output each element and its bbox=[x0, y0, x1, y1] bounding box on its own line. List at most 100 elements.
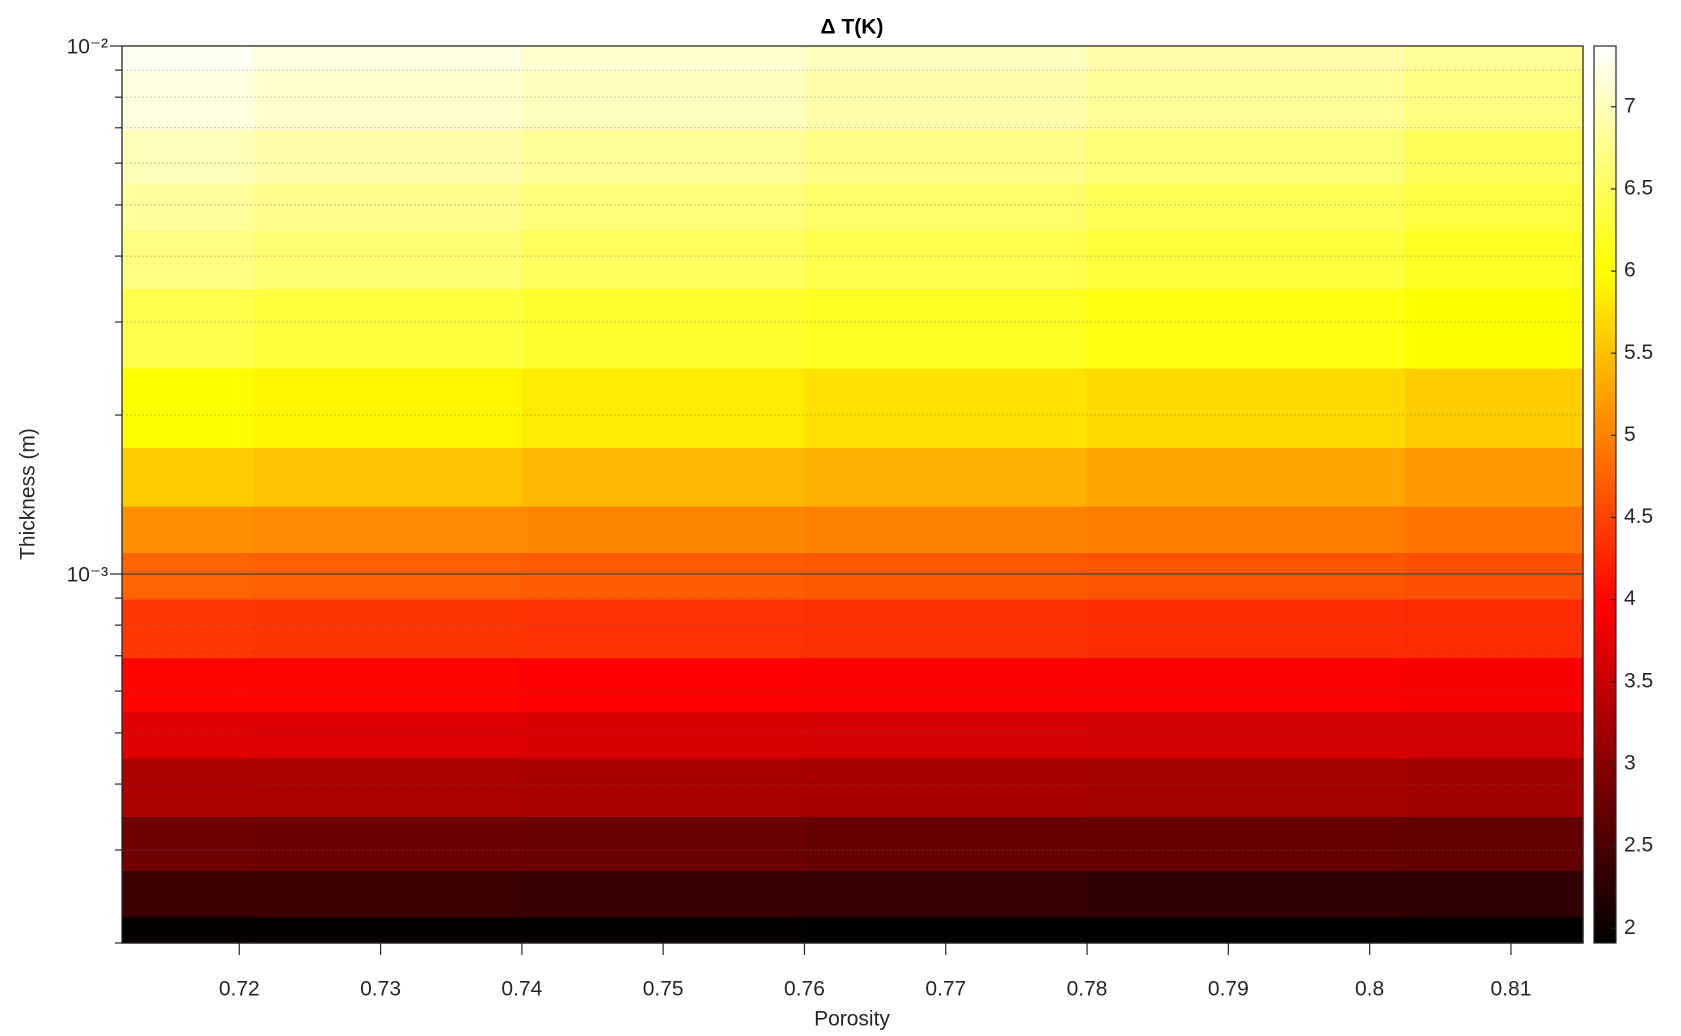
colorbar-segment bbox=[1594, 413, 1616, 419]
colorbar-segment bbox=[1594, 655, 1616, 661]
colorbar-segment bbox=[1594, 682, 1616, 688]
heatmap-cell bbox=[253, 506, 523, 554]
colorbar-segment bbox=[1594, 301, 1616, 307]
heatmap-cell bbox=[804, 368, 1088, 449]
colorbar-segment bbox=[1594, 211, 1616, 217]
colorbar-segment bbox=[1594, 63, 1616, 69]
heatmap-cell bbox=[122, 870, 255, 919]
x-tick-label: 0.73 bbox=[360, 978, 401, 1001]
colorbar-segment bbox=[1594, 68, 1616, 74]
colorbar-tick-label: 3 bbox=[1624, 751, 1636, 774]
colorbar-segment bbox=[1594, 494, 1616, 500]
colorbar-segment bbox=[1594, 606, 1616, 612]
heatmap-cell bbox=[521, 917, 806, 944]
colorbar-segment bbox=[1594, 77, 1616, 83]
x-tick-label: 0.77 bbox=[925, 978, 966, 1001]
colorbar-segment bbox=[1594, 803, 1616, 809]
heatmap-cell bbox=[521, 368, 806, 449]
heatmap-cell bbox=[122, 658, 255, 713]
heatmap-cell bbox=[1404, 46, 1584, 73]
colorbar-segment bbox=[1594, 431, 1616, 437]
colorbar-segment bbox=[1594, 830, 1616, 836]
heatmap-cell bbox=[804, 553, 1088, 601]
heatmap-cell bbox=[804, 711, 1088, 760]
colorbar-segment bbox=[1594, 265, 1616, 271]
heatmap-cell bbox=[253, 870, 523, 919]
colorbar-segment bbox=[1594, 566, 1616, 572]
colorbar-segment bbox=[1594, 736, 1616, 742]
heatmap-cell bbox=[1087, 658, 1406, 713]
colorbar-segment bbox=[1594, 902, 1616, 908]
heatmap-cell bbox=[1087, 184, 1406, 232]
y-tick-label: 10⁻² bbox=[67, 36, 108, 59]
heatmap-cell bbox=[253, 817, 523, 872]
heatmap-cell bbox=[521, 46, 806, 73]
heatmap-cell bbox=[804, 448, 1088, 508]
colorbar-segment bbox=[1594, 391, 1616, 397]
colorbar-segment bbox=[1594, 512, 1616, 518]
colorbar-segment bbox=[1594, 633, 1616, 639]
y-tick-label: 10⁻³ bbox=[67, 564, 108, 587]
colorbar-segment bbox=[1594, 772, 1616, 778]
colorbar-segment bbox=[1594, 310, 1616, 316]
colorbar-segment bbox=[1594, 853, 1616, 859]
colorbar-segment bbox=[1594, 934, 1616, 940]
heatmap-cell bbox=[122, 130, 255, 185]
heatmap-cell bbox=[253, 289, 523, 370]
y-axis-label: Thickness (m) bbox=[17, 428, 40, 560]
heatmap-cell bbox=[521, 711, 806, 760]
colorbar-segment bbox=[1594, 274, 1616, 280]
colorbar-segment bbox=[1594, 418, 1616, 424]
heatmap-cell bbox=[804, 758, 1088, 818]
colorbar-segment bbox=[1594, 427, 1616, 433]
colorbar-segment bbox=[1594, 714, 1616, 720]
colorbar-segment bbox=[1594, 256, 1616, 262]
colorbar-segment bbox=[1594, 50, 1616, 56]
colorbar-segment bbox=[1594, 108, 1616, 114]
colorbar-segment bbox=[1594, 140, 1616, 146]
colorbar-segment bbox=[1594, 602, 1616, 608]
colorbar-segment bbox=[1594, 884, 1616, 890]
colorbar-segment bbox=[1594, 938, 1616, 944]
heatmap-cell bbox=[253, 553, 523, 601]
colorbar-tick-label: 6.5 bbox=[1624, 176, 1653, 199]
colorbar-segment bbox=[1594, 669, 1616, 675]
colorbar-segment bbox=[1594, 359, 1616, 365]
colorbar-segment bbox=[1594, 373, 1616, 379]
heatmap-cell bbox=[1404, 184, 1584, 232]
colorbar-segment bbox=[1594, 687, 1616, 693]
colorbar-segment bbox=[1594, 247, 1616, 253]
heatmap-cell bbox=[804, 130, 1088, 185]
colorbar-segment bbox=[1594, 794, 1616, 800]
colorbar-segment bbox=[1594, 723, 1616, 729]
colorbar-segment bbox=[1594, 530, 1616, 536]
colorbar-segment bbox=[1594, 696, 1616, 702]
colorbar-segment bbox=[1594, 763, 1616, 769]
colorbar-segment bbox=[1594, 925, 1616, 931]
colorbar-segment bbox=[1594, 700, 1616, 706]
heatmap-cell bbox=[521, 289, 806, 370]
colorbar-segment bbox=[1594, 72, 1616, 78]
heatmap-cell bbox=[122, 711, 255, 760]
heatmap-cell bbox=[253, 917, 523, 944]
heatmap-cell bbox=[1404, 599, 1584, 659]
colorbar-segment bbox=[1594, 552, 1616, 558]
colorbar-segment bbox=[1594, 104, 1616, 110]
colorbar-segment bbox=[1594, 306, 1616, 312]
colorbar-segment bbox=[1594, 750, 1616, 756]
colorbar-segment bbox=[1594, 288, 1616, 294]
colorbar-segment bbox=[1594, 386, 1616, 392]
colorbar-segment bbox=[1594, 790, 1616, 796]
colorbar-segment bbox=[1594, 781, 1616, 787]
colorbar-segment bbox=[1594, 229, 1616, 235]
colorbar-segment bbox=[1594, 99, 1616, 105]
heatmap-cell bbox=[1404, 758, 1584, 818]
colorbar-segment bbox=[1594, 759, 1616, 765]
heatmap-cell bbox=[253, 658, 523, 713]
colorbar-segment bbox=[1594, 871, 1616, 877]
colorbar-segment bbox=[1594, 382, 1616, 388]
colorbar-segment bbox=[1594, 422, 1616, 428]
colorbar-segment bbox=[1594, 507, 1616, 513]
colorbar-segment bbox=[1594, 691, 1616, 697]
x-tick-label: 0.81 bbox=[1491, 978, 1532, 1001]
